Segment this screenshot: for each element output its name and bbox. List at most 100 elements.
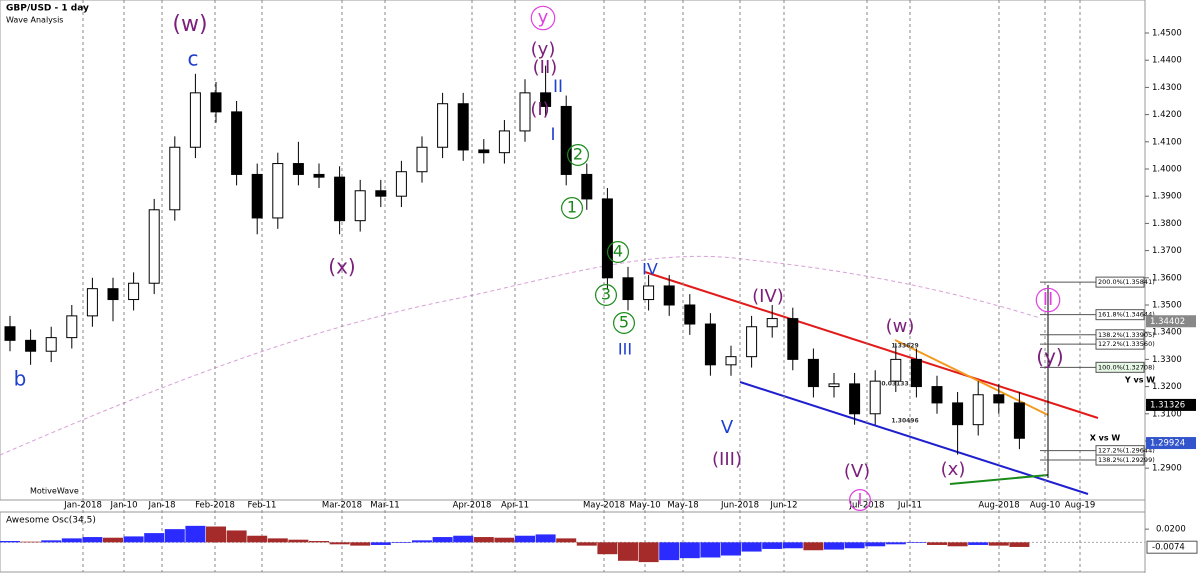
price-label: 1.29924 xyxy=(1150,439,1185,449)
trend-line xyxy=(739,381,1089,495)
candle-body xyxy=(251,173,263,219)
osc-bar xyxy=(515,535,535,543)
osc-bar xyxy=(82,537,103,543)
fib-label: 200.0%(1.35841) xyxy=(1098,278,1155,286)
osc-bar xyxy=(61,538,82,543)
y-tick-label: 1.4200 xyxy=(1152,110,1182,120)
candle-body xyxy=(107,288,119,301)
x-tick-label: Apr-2018 xyxy=(453,501,492,511)
x-tick-label: Feb-11 xyxy=(248,501,277,511)
osc-bar xyxy=(782,542,803,549)
wave-circle xyxy=(606,241,629,264)
candle-body xyxy=(437,103,449,148)
wave-label: X vs W xyxy=(1090,434,1121,443)
candle-body xyxy=(498,130,510,154)
fib-label: 161.8%(1.34644) xyxy=(1098,311,1155,319)
osc-bar xyxy=(185,525,206,543)
candle-body xyxy=(189,92,201,148)
candle-body xyxy=(952,402,964,426)
fib-label: 138.2%(1.33905) xyxy=(1098,331,1155,339)
candle-body xyxy=(334,176,346,222)
x-tick-label: Jul-2018 xyxy=(849,501,885,511)
x-tick-label: Aug-10 xyxy=(1030,501,1060,511)
price-box xyxy=(1146,398,1196,411)
fib-label: 127.2%(1.29644) xyxy=(1098,447,1155,455)
y-tick-label: 1.4400 xyxy=(1152,56,1182,66)
wave-label: (w) xyxy=(886,316,915,337)
candle-body xyxy=(457,103,469,151)
osc-bar xyxy=(267,538,288,543)
candle-body xyxy=(766,318,778,328)
wave-label: 5 xyxy=(619,313,629,332)
candle-body xyxy=(601,198,613,279)
candle-body xyxy=(890,358,902,382)
candle-body xyxy=(416,146,428,173)
osc-bar xyxy=(370,542,391,545)
wave-label: II xyxy=(553,77,563,97)
y-tick-label: 1.4300 xyxy=(1152,83,1182,93)
y-tick-label: 1.3200 xyxy=(1152,382,1182,392)
candle-body xyxy=(828,383,840,388)
last-value-label: -0.0074 xyxy=(1152,543,1185,553)
wave-label: (y) xyxy=(1036,345,1063,369)
x-tick-label: Mar-2018 xyxy=(322,501,362,511)
osc-bar xyxy=(865,542,886,547)
y-tick-label: 1.3900 xyxy=(1152,192,1182,202)
fib-box xyxy=(1095,454,1145,466)
candle-body xyxy=(86,288,98,317)
osc-bar xyxy=(432,537,453,543)
osc-bar xyxy=(164,529,185,543)
candle-body xyxy=(581,173,593,200)
osc-bar xyxy=(329,542,350,545)
osc-bar xyxy=(576,542,597,546)
y-tick-label: 1.3600 xyxy=(1152,273,1182,283)
wave-circle xyxy=(1035,287,1061,313)
wave-label: IV xyxy=(642,260,658,279)
osc-bar xyxy=(700,542,721,558)
y-tick-label: 1.2900 xyxy=(1152,464,1182,474)
x-tick-label: Feb-2018 xyxy=(195,501,235,511)
fib-box xyxy=(1095,309,1145,321)
x-tick-label: May-18 xyxy=(667,501,698,511)
candle-body xyxy=(4,326,16,341)
wave-label: 1.30496 xyxy=(891,418,918,425)
osc-bar xyxy=(20,541,41,543)
candle-body xyxy=(1013,402,1025,439)
wave-circle xyxy=(560,197,583,220)
y-tick-label: 1.3100 xyxy=(1152,409,1182,419)
candle-body xyxy=(148,209,160,284)
osc-bar xyxy=(906,542,927,543)
candle-body xyxy=(787,318,799,360)
wave-label: 1.33629 xyxy=(891,343,918,350)
price-label: 1.31326 xyxy=(1150,400,1185,410)
wave-circle xyxy=(594,284,617,307)
osc-bar xyxy=(412,540,432,543)
y-tick-label: 1.4100 xyxy=(1152,137,1182,147)
chart-subtitle: Wave Analysis xyxy=(6,16,63,25)
y-tick-label: 1.3700 xyxy=(1152,246,1182,256)
osc-bar xyxy=(988,542,1009,546)
osc-bar xyxy=(41,540,62,543)
candle-body xyxy=(210,92,222,113)
candle-body xyxy=(746,326,758,358)
osc-bar xyxy=(927,542,947,545)
osc-bar xyxy=(206,526,226,543)
trend-line xyxy=(644,271,1099,419)
x-tick-label: Jan-18 xyxy=(148,501,176,511)
osc-bar xyxy=(1009,542,1030,547)
candle-body xyxy=(643,285,655,301)
y-tick-label: 1.4000 xyxy=(1152,164,1182,174)
osc-bar xyxy=(494,537,515,543)
wave-label: III xyxy=(618,340,632,359)
osc-bar xyxy=(885,542,906,545)
wave-circle xyxy=(848,489,871,512)
x-tick-label: Aug-19 xyxy=(1065,501,1095,511)
candle-body xyxy=(354,190,366,222)
candle-body xyxy=(972,394,984,426)
wave-label: V xyxy=(721,417,734,438)
wave-label: b xyxy=(14,367,27,391)
fib-label: 127.2%(1.33560) xyxy=(1098,340,1155,348)
candle-body xyxy=(519,92,531,132)
osc-bar xyxy=(103,537,123,543)
